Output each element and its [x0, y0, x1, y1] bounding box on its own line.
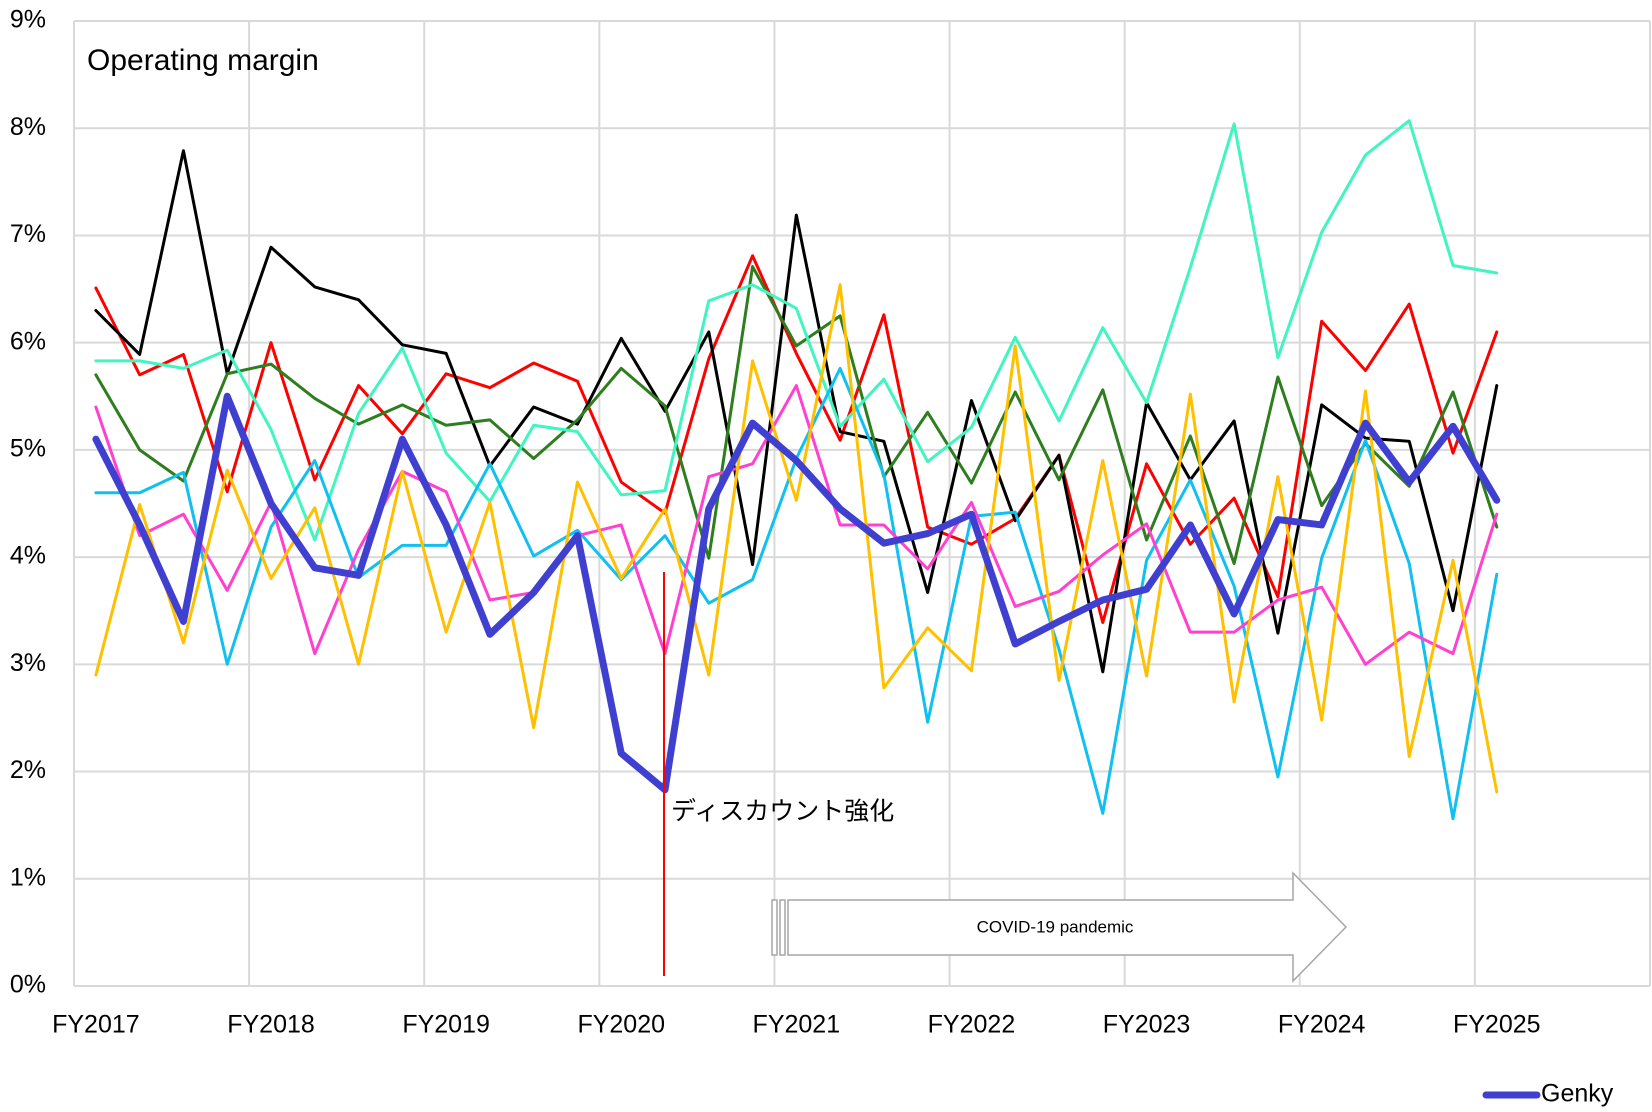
series-line: [94, 384, 1499, 666]
vertical-grid: [73, 21, 1651, 986]
x-tick-label: FY2021: [753, 1011, 841, 1039]
legend-label: Genky: [1541, 1080, 1614, 1108]
x-tick-label: FY2025: [1453, 1011, 1541, 1039]
x-tick-label: FY2018: [227, 1011, 315, 1039]
chart-title: Operating margin: [87, 44, 319, 77]
axis-labels: 0% 1% 2% 3% 4% 5% 6% 7% 8% 9% FY2017 FY2018 FY2019 FY…: [10, 6, 1541, 1039]
y-tick-label: 1%: [10, 863, 46, 891]
series-line: [92, 392, 1501, 794]
series-line: [94, 119, 1499, 542]
y-tick-label: 7%: [10, 220, 46, 248]
y-tick-label: 4%: [10, 542, 46, 570]
series-line: [94, 149, 1499, 674]
y-tick-label: 2%: [10, 756, 46, 784]
x-tick-label: FY2024: [1278, 1011, 1366, 1039]
x-tick-label: FY2022: [928, 1011, 1016, 1039]
y-tick-label: 6%: [10, 327, 46, 355]
y-tick-label: 0%: [10, 971, 46, 999]
y-tick-label: 8%: [10, 113, 46, 141]
y-tick-label: 3%: [10, 649, 46, 677]
x-tick-label: FY2017: [52, 1011, 140, 1039]
covid-arrow: [771, 871, 1348, 983]
series-line: [94, 265, 1499, 566]
annotation: COVID-19 pandemic: [977, 917, 1134, 936]
x-tick-label: FY2020: [577, 1011, 665, 1039]
y-tick-label: 5%: [10, 434, 46, 462]
legend: Genky: [1482, 1080, 1614, 1108]
horizontal-grid: [74, 20, 1650, 987]
x-tick-label: FY2023: [1103, 1011, 1191, 1039]
annotation: ディスカウント強化: [671, 798, 894, 826]
y-tick-label: 9%: [10, 6, 46, 34]
lines: [92, 119, 1501, 821]
x-tick-label: FY2019: [402, 1011, 490, 1039]
